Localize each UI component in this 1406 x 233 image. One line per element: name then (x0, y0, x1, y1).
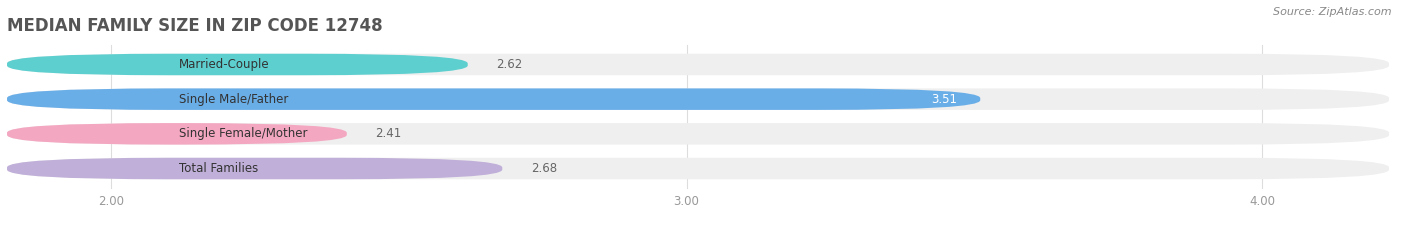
FancyBboxPatch shape (7, 54, 1389, 75)
Text: MEDIAN FAMILY SIZE IN ZIP CODE 12748: MEDIAN FAMILY SIZE IN ZIP CODE 12748 (7, 17, 382, 35)
FancyBboxPatch shape (7, 158, 1389, 179)
Text: 2.62: 2.62 (496, 58, 523, 71)
FancyBboxPatch shape (7, 88, 980, 110)
Text: 3.51: 3.51 (931, 93, 957, 106)
Text: Total Families: Total Families (179, 162, 259, 175)
FancyBboxPatch shape (7, 158, 502, 179)
Text: Source: ZipAtlas.com: Source: ZipAtlas.com (1274, 7, 1392, 17)
Text: Single Male/Father: Single Male/Father (179, 93, 288, 106)
FancyBboxPatch shape (7, 54, 468, 75)
FancyBboxPatch shape (7, 123, 347, 145)
FancyBboxPatch shape (7, 123, 1389, 145)
Text: Married-Couple: Married-Couple (179, 58, 270, 71)
FancyBboxPatch shape (7, 88, 1389, 110)
Text: Single Female/Mother: Single Female/Mother (179, 127, 308, 140)
Text: 2.68: 2.68 (531, 162, 557, 175)
Text: 2.41: 2.41 (375, 127, 402, 140)
